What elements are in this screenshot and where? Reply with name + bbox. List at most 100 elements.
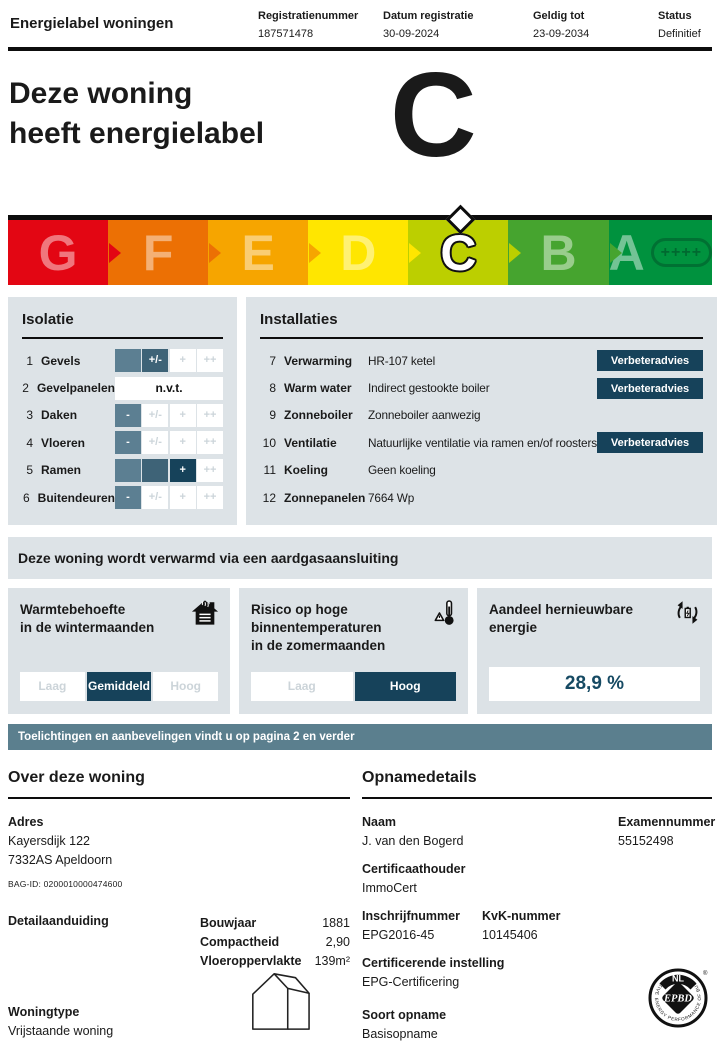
- verbeteradvies-button[interactable]: Verbeteradvies: [597, 377, 703, 399]
- row-label: Buitendeuren: [37, 490, 115, 505]
- heat-option-laag: Laag: [20, 672, 85, 701]
- installaties-row-ventilatie: 10 Ventilatie Natuurlijke ventilatie via…: [260, 429, 703, 456]
- row-label: Gevels: [41, 353, 81, 368]
- card-risico-binnentemperatuur: Risico op hoge binnentemperaturen in de …: [239, 588, 468, 714]
- row-label: Koeling: [284, 463, 328, 478]
- row-value: Zonneboiler aanwezig: [368, 408, 481, 423]
- rating-scale: - +/- + ++: [115, 403, 223, 427]
- certificerende-instelling-value: EPG-Certificering: [362, 975, 460, 989]
- row-label: Ramen: [41, 463, 82, 478]
- rating-cell: -: [115, 403, 141, 427]
- row-value: Indirect gestookte boiler: [368, 381, 490, 396]
- hero-section: Deze woning heeft energielabel C: [8, 51, 712, 205]
- installaties-row-verwarming: 7 Verwarming HR-107 ketel Verbeteradvies: [260, 347, 703, 374]
- hero-title-line1: Deze woning: [9, 77, 193, 110]
- isolatie-row-buitendeuren: 6 Buitendeuren - +/- + ++: [22, 484, 223, 511]
- row-number: 4: [26, 435, 33, 450]
- segment-chevron-icon: [509, 242, 522, 263]
- rating-cell: ++: [197, 458, 223, 482]
- spec-bouwjaar: Bouwjaar 1881: [200, 914, 350, 933]
- rating-scale: - +/- + ++: [115, 486, 223, 510]
- segment-chevron-icon: [309, 242, 322, 263]
- rating-cell: ++: [197, 349, 223, 373]
- rating-cell: ++: [197, 486, 223, 510]
- card-title-line: Warmtebehoefte: [20, 602, 126, 617]
- epbd-logo: ENERGY PERFORMANCE OF BUILDINGS DIRECTIV…: [646, 966, 710, 1035]
- row-label: Zonneboiler: [284, 408, 353, 423]
- gas-connection-banner: Deze woning wordt verwarmd via een aardg…: [8, 537, 712, 579]
- segment-letter: D: [340, 224, 377, 281]
- field-value: 30-09-2024: [383, 28, 440, 40]
- header-field-datum-registratie: Datum registratie 30-09-2024: [383, 7, 473, 43]
- opnamedetails-section: Opnamedetails Naam J. van den Bogerd Exa…: [362, 760, 716, 1053]
- rating-scale: - +/- + ++: [115, 431, 223, 455]
- segment-letter: G: [38, 224, 78, 281]
- row-label: Vloeren: [41, 435, 86, 450]
- row-number: 9: [269, 408, 276, 423]
- row-number: 11: [263, 463, 276, 478]
- house-outline-icon: [240, 968, 318, 1037]
- card-title-line: binnentemperaturen: [251, 620, 382, 635]
- card-hernieuwbare-energie: Aandeel hernieuwbare energie 28,9 %: [477, 588, 712, 714]
- segment-chevron-icon: [109, 242, 122, 263]
- examennummer-label: Examennummer: [618, 815, 716, 829]
- row-label: Daken: [41, 408, 78, 423]
- risk-option-hoog-selected: Hoog: [354, 672, 456, 701]
- rating-cell: +/-: [142, 403, 169, 427]
- rating-cell: +/-: [142, 349, 169, 373]
- detailaanduiding-label: Detailaanduiding: [8, 914, 109, 928]
- spec-label: Vloeroppervlakte: [200, 954, 302, 968]
- epbd-registered-mark: ®: [703, 970, 708, 977]
- scale-segment-b: B: [508, 220, 609, 285]
- card-title-line: Aandeel hernieuwbare: [489, 602, 634, 617]
- isolatie-row-gevelpanelen: 2 Gevelpanelen n.v.t.: [22, 374, 223, 401]
- scale-segment-e: E: [208, 220, 309, 285]
- isolatie-row-ramen: 5 Ramen + ++: [22, 457, 223, 484]
- spec-value: 1881: [322, 916, 350, 930]
- spec-value: 2,90: [325, 935, 350, 949]
- row-number: 7: [269, 353, 276, 368]
- inschrijfnummer-value: EPG2016-45: [362, 928, 435, 942]
- rating-cell: +: [169, 458, 196, 482]
- row-label: Verwarming: [284, 353, 353, 368]
- field-label: Registratienummer: [258, 10, 359, 22]
- verbeteradvies-button[interactable]: Verbeteradvies: [597, 350, 703, 372]
- rating-cell: +: [169, 431, 196, 455]
- bag-id: BAG-ID: 0200010000474600: [8, 879, 123, 889]
- verbeteradvies-button[interactable]: Verbeteradvies: [597, 432, 703, 454]
- over-deze-woning-section: Over deze woning Adres Kayersdijk 122 73…: [8, 760, 350, 1053]
- inschrijfnummer-label: Inschrijfnummer: [362, 909, 460, 923]
- row-number: 1: [26, 353, 33, 368]
- segment-letter: F: [142, 224, 174, 281]
- note-banner: Toelichtingen en aanbevelingen vindt u o…: [8, 724, 712, 750]
- field-value: 23-09-2034: [533, 28, 590, 40]
- row-number: 5: [26, 463, 33, 478]
- scale-top-bar: [8, 215, 712, 220]
- spec-vloeroppervlakte: Vloeroppervlakte 139m²: [200, 952, 350, 971]
- woningtype-label: Woningtype: [8, 1005, 80, 1019]
- certificerende-instelling-label: Certificerende instelling: [362, 956, 505, 970]
- woning-specs: Bouwjaar 1881 Compactheid 2,90 Vloeroppe…: [200, 914, 350, 971]
- isolatie-panel: Isolatie 1 Gevels +/- + ++ 2 Gevelpanele…: [8, 297, 237, 525]
- row-label: Zonnepanelen: [284, 490, 366, 505]
- document-header: Energielabel woningen Registratienummer …: [8, 0, 712, 51]
- rating-cell: [142, 458, 169, 482]
- field-value: 187571478: [258, 28, 314, 40]
- risk-level-scale: Laag Hoog: [251, 672, 456, 701]
- spec-label: Bouwjaar: [200, 916, 257, 930]
- row-label: Gevelpanelen: [36, 381, 115, 396]
- spec-value: 139m²: [314, 954, 350, 968]
- segment-chevron-icon: [409, 242, 422, 263]
- installaties-row-zonnepanelen: 12 Zonnepanelen 7664 Wp: [260, 484, 703, 511]
- isolatie-heading: Isolatie: [22, 311, 223, 339]
- a-plus-badge: ++++: [650, 238, 713, 267]
- row-value: HR-107 ketel: [368, 353, 436, 368]
- segment-chevron-icon: [609, 242, 622, 263]
- installaties-panel: Installaties 7 Verwarming HR-107 ketel V…: [246, 297, 717, 525]
- rating-cell: +/-: [142, 431, 169, 455]
- rating-cell: -: [115, 486, 141, 510]
- card-title-line: in de zomermaanden: [251, 638, 386, 653]
- installaties-row-koeling: 11 Koeling Geen koeling: [260, 457, 703, 484]
- row-label: Warm water: [284, 381, 352, 396]
- adres-city: 7332AS Apeldoorn: [8, 853, 113, 867]
